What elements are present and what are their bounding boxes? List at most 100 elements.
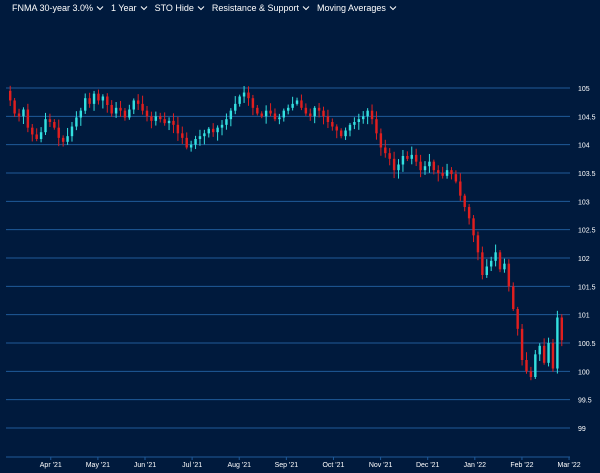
candle bbox=[185, 132, 188, 150]
candle-body bbox=[75, 117, 78, 127]
candle bbox=[441, 166, 444, 179]
candle bbox=[136, 94, 140, 110]
candle-body bbox=[397, 164, 400, 171]
candle-body bbox=[88, 98, 91, 104]
candle-body bbox=[295, 100, 299, 104]
candle-body bbox=[256, 107, 259, 114]
instrument-dropdown[interactable]: FNMA 30-year 3.0% bbox=[12, 0, 104, 16]
candle-body bbox=[445, 170, 449, 176]
candle-body bbox=[273, 113, 277, 120]
candle-body bbox=[26, 109, 30, 128]
chart-toolbar: FNMA 30-year 3.0% 1 Year STO Hide Resist… bbox=[0, 0, 600, 16]
candle bbox=[353, 117, 356, 130]
candle-body bbox=[309, 113, 312, 117]
candle-body bbox=[304, 107, 308, 114]
moving-averages-dropdown[interactable]: Moving Averages bbox=[317, 0, 397, 16]
candle-body bbox=[154, 116, 158, 121]
instrument-label: FNMA 30-year 3.0% bbox=[12, 3, 94, 13]
x-tick-label: Apr '21 bbox=[40, 462, 62, 469]
candle-body bbox=[335, 126, 338, 131]
candle bbox=[242, 86, 246, 103]
candle-body bbox=[300, 100, 303, 108]
candle bbox=[247, 86, 250, 106]
candle-body bbox=[8, 90, 12, 101]
sto-dropdown[interactable]: STO Hide bbox=[155, 0, 205, 16]
candle bbox=[392, 151, 396, 179]
candle-body bbox=[13, 100, 16, 114]
x-tick-label: Jul '21 bbox=[182, 462, 202, 469]
candle bbox=[375, 111, 378, 140]
candle-body bbox=[463, 195, 466, 207]
candle-body bbox=[551, 343, 555, 369]
candle bbox=[525, 352, 528, 374]
candle-body bbox=[167, 120, 171, 124]
y-tick-label: 104.5 bbox=[578, 114, 596, 121]
candle bbox=[8, 85, 12, 106]
candle-body bbox=[560, 317, 564, 341]
candle bbox=[97, 89, 100, 105]
x-tick-label: Jan '22 bbox=[464, 462, 486, 469]
candle-body bbox=[35, 134, 38, 139]
candle-body bbox=[185, 137, 188, 148]
candle bbox=[348, 122, 352, 137]
candle-body bbox=[172, 120, 175, 125]
candle-body bbox=[198, 136, 202, 139]
candle-body bbox=[432, 161, 436, 171]
candle-body bbox=[428, 161, 431, 167]
candle-body bbox=[322, 110, 325, 117]
candle-body bbox=[145, 110, 149, 117]
candle bbox=[264, 105, 268, 124]
candle bbox=[269, 103, 272, 117]
resistance-support-dropdown[interactable]: Resistance & Support bbox=[212, 0, 310, 16]
candle bbox=[278, 113, 281, 125]
candle-body bbox=[22, 109, 25, 117]
candle-body bbox=[44, 119, 47, 133]
candle-body bbox=[454, 174, 458, 182]
candle-body bbox=[176, 124, 180, 134]
candle bbox=[309, 108, 312, 121]
candle bbox=[84, 93, 87, 114]
resistance-support-label: Resistance & Support bbox=[211, 3, 299, 13]
candle bbox=[189, 140, 193, 152]
candle bbox=[489, 256, 493, 272]
candle bbox=[291, 96, 294, 111]
candle bbox=[53, 119, 56, 130]
candle-body bbox=[547, 343, 550, 363]
y-tick-label: 102 bbox=[578, 256, 590, 263]
y-tick-label: 101 bbox=[578, 313, 590, 320]
candle bbox=[251, 94, 255, 116]
candle-body bbox=[485, 266, 488, 275]
candle-body bbox=[520, 328, 524, 360]
candle-body bbox=[375, 119, 378, 134]
candle bbox=[260, 111, 263, 119]
candle bbox=[48, 113, 52, 128]
y-tick-label: 101.5 bbox=[578, 284, 596, 291]
candle-body bbox=[437, 170, 440, 173]
range-dropdown[interactable]: 1 Year bbox=[111, 0, 148, 16]
candle bbox=[150, 111, 153, 129]
candle bbox=[145, 105, 149, 122]
candle bbox=[70, 121, 74, 142]
candle bbox=[551, 338, 555, 372]
candle-body bbox=[181, 133, 184, 138]
candlestick-chart[interactable]: 105 104.5 104 103.5 103 102.5 102 101.5 101 100.5… bbox=[0, 16, 600, 473]
candle-body bbox=[353, 122, 356, 125]
x-tick-label: Jun '21 bbox=[134, 462, 156, 469]
candle-body bbox=[119, 107, 122, 111]
candle-body bbox=[97, 93, 100, 101]
candle-body bbox=[467, 207, 471, 219]
candle bbox=[414, 148, 418, 167]
candle-body bbox=[379, 133, 383, 148]
candle bbox=[167, 117, 171, 131]
candle-body bbox=[406, 156, 409, 159]
candle-body bbox=[194, 139, 197, 145]
y-tick-label: 102.5 bbox=[578, 228, 596, 235]
y-tick-label: 99.5 bbox=[578, 398, 592, 405]
candle bbox=[17, 108, 21, 122]
candle-body bbox=[282, 110, 286, 118]
x-tick-label: May '21 bbox=[86, 462, 110, 469]
chevron-down-icon bbox=[197, 6, 205, 11]
candle-body bbox=[136, 100, 140, 104]
candle-body bbox=[216, 127, 219, 133]
candle bbox=[234, 96, 237, 115]
